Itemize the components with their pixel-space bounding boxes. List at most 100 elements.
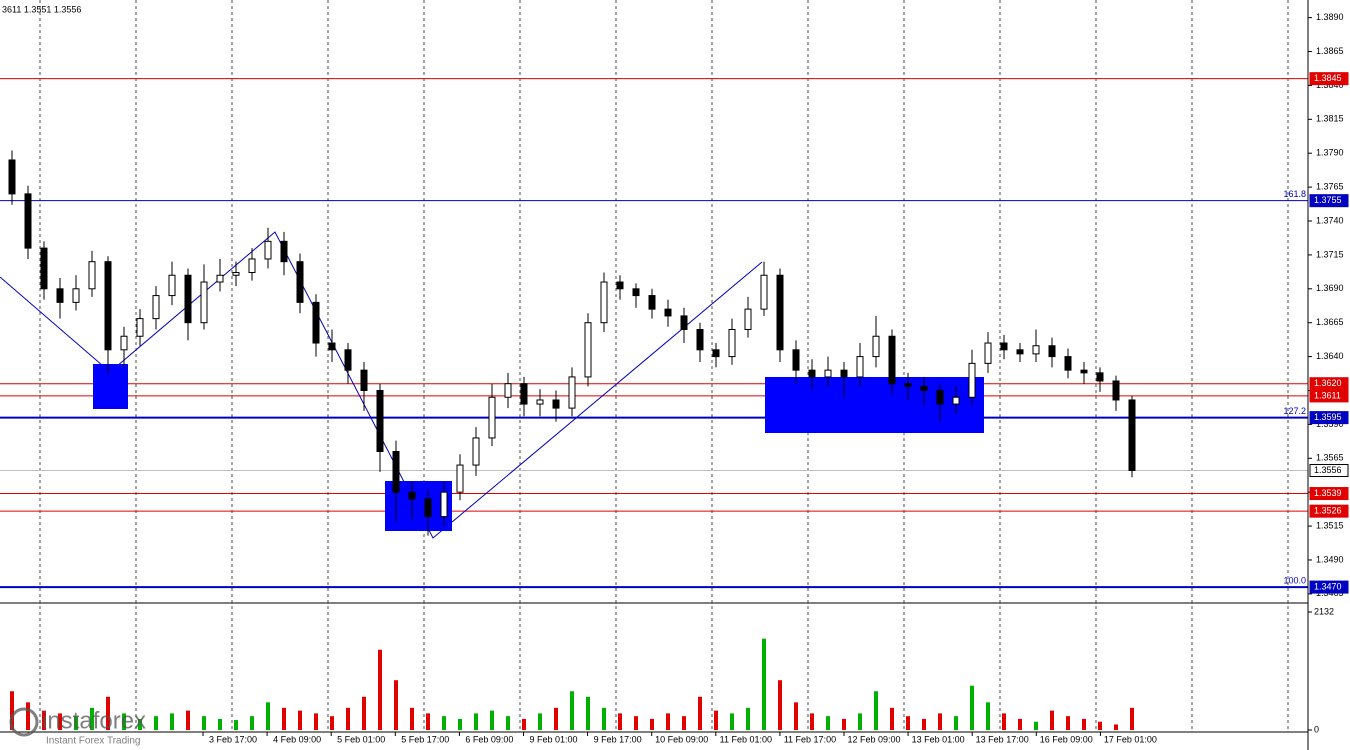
volume-bar bbox=[810, 713, 814, 730]
volume-bar bbox=[954, 716, 958, 730]
candle-body bbox=[328, 342, 336, 351]
level-label: 1.3845 bbox=[1314, 73, 1342, 83]
candle-body bbox=[712, 349, 720, 358]
level-label-box bbox=[1309, 487, 1349, 501]
volume-bar bbox=[634, 716, 638, 730]
candle-body bbox=[952, 396, 960, 405]
volume-bar bbox=[42, 710, 46, 730]
volume-bar bbox=[554, 707, 558, 730]
candle-body bbox=[1112, 380, 1120, 401]
candle-body bbox=[88, 261, 96, 290]
level-label: 1.3556 bbox=[1314, 465, 1342, 475]
candle-body bbox=[584, 322, 592, 378]
candle-body bbox=[552, 399, 560, 409]
volume-bar bbox=[330, 716, 334, 730]
x-tick-label: 5 Feb 17:00 bbox=[401, 734, 449, 744]
volume-bar bbox=[442, 716, 446, 730]
volume-bar bbox=[730, 713, 734, 730]
candle-body bbox=[728, 328, 736, 358]
level-label: 1.3526 bbox=[1314, 506, 1342, 516]
volume-bar bbox=[938, 713, 942, 730]
volume-bar bbox=[794, 702, 798, 730]
volume-bar bbox=[410, 707, 414, 730]
candle-body bbox=[232, 272, 240, 276]
candle-body bbox=[1048, 345, 1056, 358]
candle-body bbox=[216, 274, 224, 283]
x-tick-label: 3 Feb 17:00 bbox=[209, 734, 257, 744]
candle-body bbox=[120, 335, 128, 351]
logo-icon bbox=[9, 707, 39, 737]
volume-bar bbox=[602, 707, 606, 730]
x-tick-label: 17 Feb 01:00 bbox=[1104, 734, 1157, 744]
candle-body bbox=[568, 376, 576, 409]
volume-bar bbox=[314, 713, 318, 730]
candle-body bbox=[1000, 342, 1008, 351]
level-label: 1.3611 bbox=[1314, 390, 1341, 400]
y-tick-label: 1.3815 bbox=[1316, 114, 1344, 124]
level-label-box bbox=[1309, 411, 1349, 425]
candle-body bbox=[1128, 399, 1136, 471]
candle-body bbox=[888, 335, 896, 385]
volume-bar bbox=[746, 707, 750, 730]
candle-body bbox=[472, 437, 480, 466]
volume-bar bbox=[762, 638, 766, 730]
y-tick-label: 1.3490 bbox=[1316, 554, 1344, 564]
candle-body bbox=[504, 383, 512, 398]
candle-body bbox=[824, 369, 832, 378]
level-label: 1.3620 bbox=[1314, 378, 1342, 388]
y-tick-label: 1.3665 bbox=[1316, 317, 1344, 327]
zigzag bbox=[0, 231, 763, 539]
candle-body bbox=[248, 258, 256, 274]
fib-label: 100.0 bbox=[1283, 575, 1306, 585]
candle-body bbox=[56, 288, 64, 303]
x-tick-label: 12 Feb 09:00 bbox=[847, 734, 900, 744]
volume-bar bbox=[506, 716, 510, 730]
candle-body bbox=[856, 356, 864, 378]
volume-bar bbox=[618, 713, 622, 730]
volume-bar bbox=[234, 720, 238, 730]
candle-body bbox=[808, 369, 816, 378]
level-label: 1.3539 bbox=[1314, 488, 1342, 498]
logo-name: instaforex bbox=[42, 707, 146, 734]
candle-body bbox=[936, 389, 944, 405]
candle-body bbox=[696, 328, 704, 351]
volume-bar bbox=[682, 716, 686, 730]
level-label-box bbox=[1309, 72, 1349, 86]
candle-body bbox=[408, 491, 416, 500]
volume-bar bbox=[282, 707, 286, 730]
x-tick-label: 13 Feb 17:00 bbox=[976, 734, 1029, 744]
candle-body bbox=[648, 295, 656, 310]
volume-bar bbox=[570, 691, 574, 730]
candle-body bbox=[488, 396, 496, 439]
volume-bar bbox=[1114, 724, 1118, 730]
y-tick-label: 1.3565 bbox=[1316, 453, 1344, 463]
volume-bar bbox=[154, 716, 158, 730]
candle-body bbox=[920, 385, 928, 391]
x-tick-label: 10 Feb 09:00 bbox=[655, 734, 708, 744]
candle-body bbox=[184, 274, 192, 324]
volume-bar bbox=[10, 691, 14, 730]
volume-bar bbox=[650, 718, 654, 730]
y-tick-label: 1.3715 bbox=[1316, 249, 1344, 259]
volume-bar bbox=[714, 710, 718, 730]
x-tick-label: 9 Feb 01:00 bbox=[529, 734, 577, 744]
candle-body bbox=[424, 498, 432, 518]
level-label: 1.3755 bbox=[1314, 195, 1342, 205]
volume-bar bbox=[186, 710, 190, 730]
candle-body bbox=[72, 288, 80, 303]
candle-body bbox=[8, 159, 16, 195]
level-label: 1.3595 bbox=[1314, 412, 1342, 422]
candle-body bbox=[152, 295, 160, 320]
volume-bar bbox=[394, 680, 398, 730]
background bbox=[0, 0, 1308, 732]
volume-bar bbox=[522, 718, 526, 730]
volume-bar bbox=[362, 696, 366, 730]
candle-body bbox=[344, 349, 352, 371]
volume-bar bbox=[26, 702, 30, 730]
volume-bar bbox=[122, 713, 126, 730]
candle-body bbox=[1016, 349, 1024, 355]
candle-body bbox=[280, 240, 288, 263]
volume-bar bbox=[218, 718, 222, 730]
volume-bar bbox=[346, 707, 350, 730]
fib-label: 161.8 bbox=[1283, 189, 1306, 199]
